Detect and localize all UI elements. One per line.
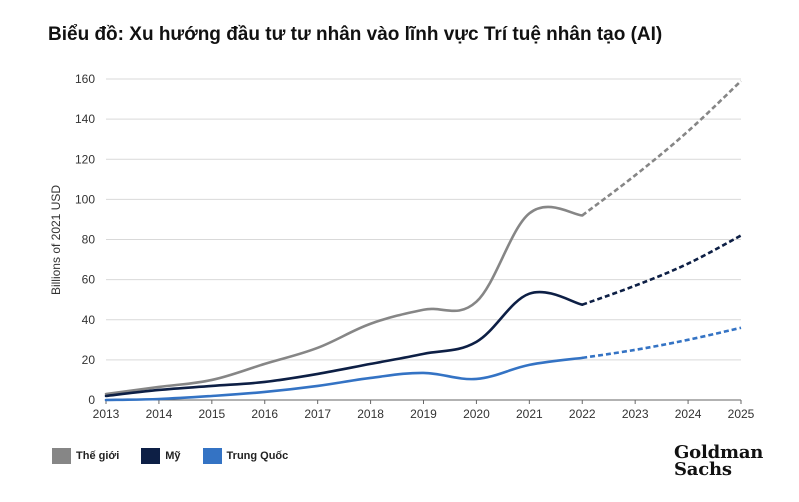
gridlines (106, 78, 741, 361)
series-line-actual-1 (104, 290, 584, 398)
x-tick-label: 2016 (251, 407, 278, 421)
x-tick-label: 2015 (198, 407, 225, 421)
x-tick-label: 2025 (728, 407, 755, 421)
x-tick-label: 2020 (463, 407, 490, 421)
logo-line-1: Goldman (674, 442, 764, 463)
x-tick-label: 2023 (622, 407, 649, 421)
legend-label-us: Mỹ (165, 450, 181, 462)
series-line-actual-0 (104, 205, 584, 396)
y-tick-labels: 0 20 40 60 80 100 120 140 160 (75, 72, 95, 407)
x-tick-label: 2019 (410, 407, 437, 421)
legend-item-china: Trung Quốc (202, 448, 289, 464)
y-tick-label: 40 (82, 313, 96, 327)
y-tick-label: 120 (75, 152, 95, 166)
x-tick-label: 2022 (569, 407, 596, 421)
y-tick-label: 20 (82, 353, 96, 367)
x-tick-labels: 2013 2014 2015 2016 2017 2018 2019 2020 2021 2022… (93, 407, 755, 421)
y-tick-label: 160 (75, 72, 95, 86)
series-line-actual-2 (104, 356, 584, 402)
axes (105, 399, 742, 404)
chart-title: Biểu đồ: Xu hướng đầu tư tư nhân vào lĩn… (48, 24, 663, 45)
goldman-sachs-logo: Goldman Sachs (674, 442, 764, 481)
legend-swatch-world (52, 448, 71, 464)
y-tick-label: 60 (82, 273, 96, 287)
series-lines (104, 80, 742, 402)
y-tick-label: 0 (88, 393, 95, 407)
y-axis-label: Billions of 2021 USD (49, 185, 63, 295)
y-tick-label: 140 (75, 112, 95, 126)
x-tick-label: 2017 (304, 407, 331, 421)
x-tick-label: 2014 (146, 407, 173, 421)
x-tick-label: 2013 (93, 407, 120, 421)
logo-line-2: Sachs (674, 459, 732, 481)
legend-item-us: Mỹ (141, 448, 181, 464)
legend: Thế giới Mỹ Trung Quốc (52, 448, 310, 464)
series-line-forecast-2 (582, 326, 742, 360)
series-line-forecast-0 (581, 80, 742, 217)
legend-item-world: Thế giới (52, 448, 119, 464)
legend-swatch-us (141, 448, 161, 464)
x-tick-label: 2018 (357, 407, 384, 421)
y-tick-label: 100 (75, 192, 95, 206)
legend-label-world: Thế giới (76, 450, 120, 462)
x-tick-label: 2024 (675, 407, 702, 421)
legend-label-china: Trung Quốc (226, 450, 289, 462)
series-line-forecast-1 (581, 234, 742, 306)
legend-swatch-china (202, 448, 222, 464)
y-tick-label: 80 (82, 233, 96, 247)
x-tick-label: 2021 (516, 407, 543, 421)
